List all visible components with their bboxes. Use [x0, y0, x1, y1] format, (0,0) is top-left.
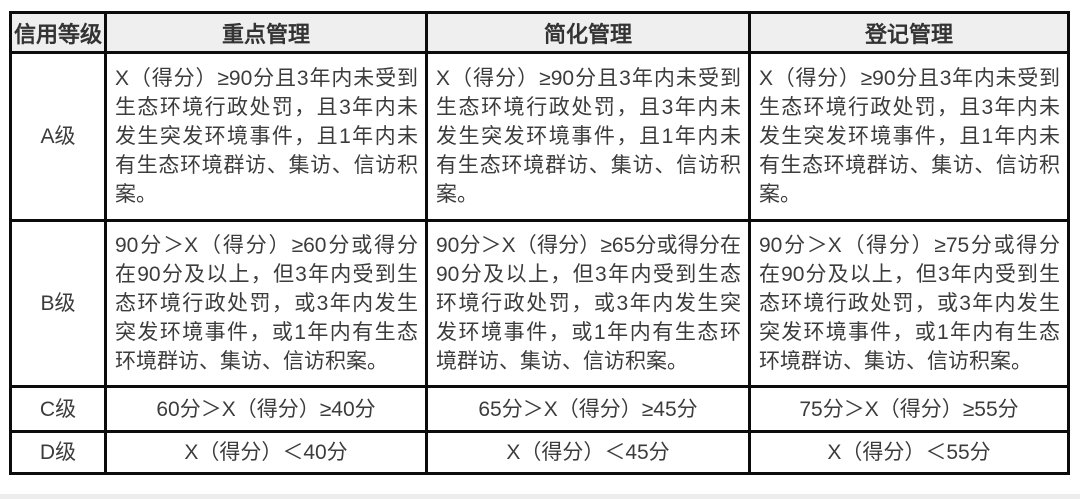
level-cell-a: A级	[9, 51, 107, 222]
level-cell-c: C级	[9, 385, 107, 433]
grade-c-simplified-management-criteria: 65分＞X（得分）≥45分	[425, 385, 751, 433]
grade-d-simplified-management-criteria: X（得分）＜45分	[425, 430, 751, 475]
grade-b-registration-management-criteria: 90分＞X（得分）≥75分或得分在90分及以上，但3年内受到生态环境行政处罚，或…	[748, 219, 1070, 388]
grade-d-registration-management-criteria: X（得分）＜55分	[748, 430, 1070, 475]
grade-c-key-management-criteria: 60分＞X（得分）≥40分	[104, 385, 428, 433]
level-cell-b: B级	[9, 219, 107, 388]
credit-rating-table-container: 信用等级 重点管理 简化管理 登记管理 A级 X（得分）≥90分且3年内未受到生…	[9, 11, 1070, 475]
table-row-grade-c: C级 60分＞X（得分）≥40分 65分＞X（得分）≥45分 75分＞X（得分）…	[9, 385, 1070, 433]
grade-b-simplified-management-criteria: 90分＞X（得分）≥65分或得分在90分及以上，但3年内受到生态环境行政处罚，或…	[425, 219, 751, 388]
level-cell-d: D级	[9, 430, 107, 475]
grade-c-registration-management-criteria: 75分＞X（得分）≥55分	[748, 385, 1070, 433]
credit-rating-table: 信用等级 重点管理 简化管理 登记管理 A级 X（得分）≥90分且3年内未受到生…	[9, 11, 1070, 475]
grade-a-key-management-criteria: X（得分）≥90分且3年内未受到生态环境行政处罚，且3年内未发生突发环境事件，且…	[104, 51, 428, 222]
header-cell-simplified-management: 简化管理	[425, 11, 751, 54]
table-row-grade-b: B级 90分＞X（得分）≥60分或得分在90分及以上，但3年内受到生态环境行政处…	[9, 219, 1070, 388]
grade-a-registration-management-criteria: X（得分）≥90分且3年内未受到生态环境行政处罚，且3年内未发生突发环境事件，且…	[748, 51, 1070, 222]
table-row-grade-d: D级 X（得分）＜40分 X（得分）＜45分 X（得分）＜55分	[9, 430, 1070, 475]
table-row-grade-a: A级 X（得分）≥90分且3年内未受到生态环境行政处罚，且3年内未发生突发环境事…	[9, 51, 1070, 222]
header-row: 信用等级 重点管理 简化管理 登记管理	[9, 11, 1070, 54]
page-bottom-edge	[0, 494, 1080, 499]
grade-a-simplified-management-criteria: X（得分）≥90分且3年内未受到生态环境行政处罚，且3年内未发生突发环境事件，且…	[425, 51, 751, 222]
header-cell-key-management: 重点管理	[104, 11, 428, 54]
header-cell-registration-management: 登记管理	[748, 11, 1070, 54]
header-cell-credit-level: 信用等级	[9, 11, 107, 54]
grade-d-key-management-criteria: X（得分）＜40分	[104, 430, 428, 475]
grade-b-key-management-criteria: 90分＞X（得分）≥60分或得分在90分及以上，但3年内受到生态环境行政处罚，或…	[104, 219, 428, 388]
